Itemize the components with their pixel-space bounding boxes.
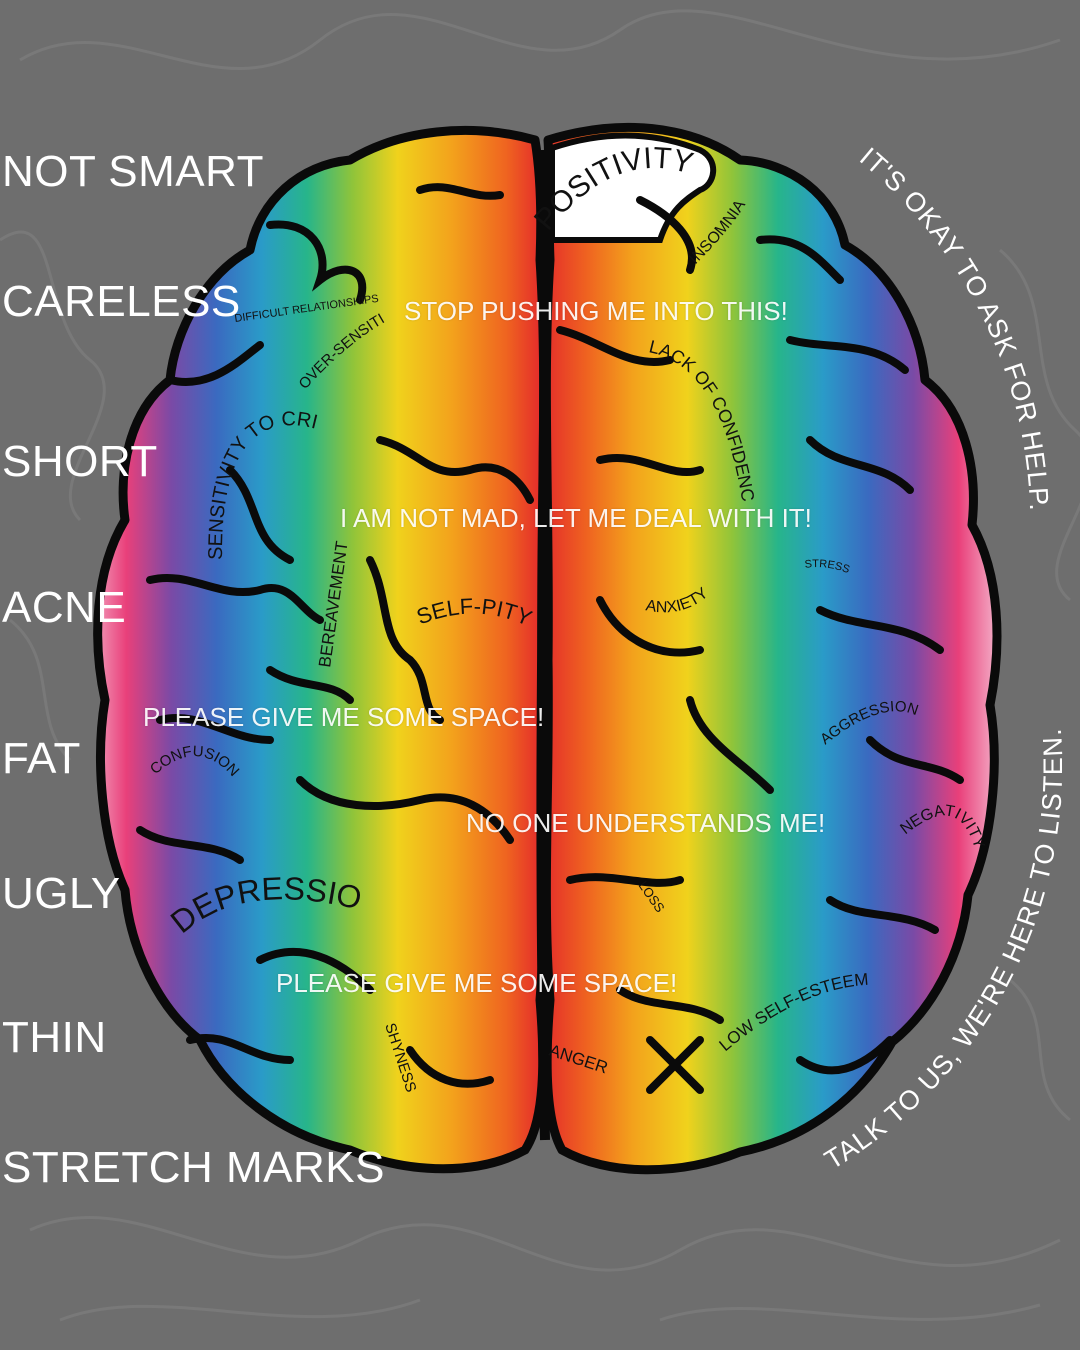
brain-right-hemisphere (541, 122, 1002, 1175)
background-pattern (0, 9, 1080, 1322)
center-fissure (536, 149, 550, 1141)
side-label-ugly: UGLY (2, 869, 121, 918)
thought-give-space-2: PLEASE GIVE ME SOME SPACE! (276, 968, 678, 998)
side-label-stretch-marks: STRETCH MARKS (2, 1143, 385, 1192)
thought-stop-pushing: STOP PUSHING ME INTO THIS! (404, 296, 788, 326)
side-label-thin: THIN (2, 1013, 107, 1062)
side-label-short: SHORT (2, 437, 158, 486)
positivity-patch (549, 132, 717, 243)
thought-no-one-understands: NO ONE UNDERSTANDS ME! (466, 808, 826, 838)
thought-give-space: PLEASE GIVE ME SOME SPACE! (143, 702, 545, 732)
side-label-not-smart: NOT SMART (2, 147, 265, 196)
thought-not-mad: I AM NOT MAD, LET ME DEAL WITH IT! (340, 503, 812, 533)
brain (93, 122, 1002, 1175)
side-label-acne: ACNE (2, 583, 127, 632)
side-label-fat: FAT (2, 734, 81, 783)
brain-folds (136, 183, 964, 1094)
side-label-careless: CARELESS (2, 277, 241, 326)
